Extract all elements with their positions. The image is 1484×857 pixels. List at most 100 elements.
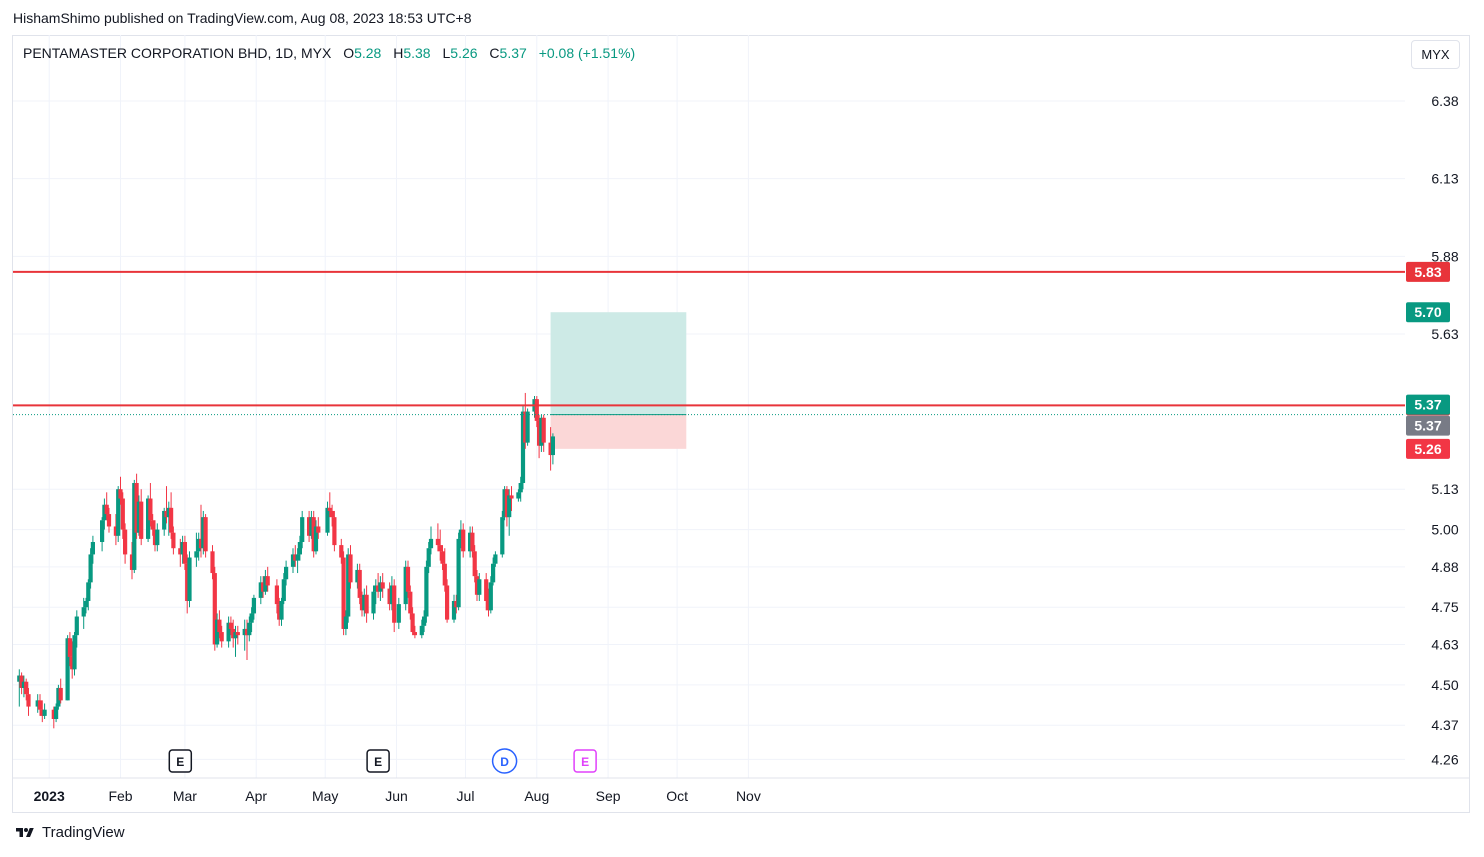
candle-body: [164, 510, 169, 518]
candle-body: [307, 517, 312, 536]
candle-body: [410, 613, 415, 633]
x-tick-label: Nov: [736, 788, 761, 804]
candle-body: [148, 498, 153, 521]
earnings-marker-icon[interactable]: [366, 749, 390, 773]
candle-body: [178, 548, 183, 555]
candle-body: [445, 585, 450, 620]
candle-body: [21, 681, 26, 688]
candle-body: [371, 591, 376, 614]
candle-body: [196, 538, 201, 552]
tradingview-logo[interactable]: TradingView: [13, 824, 125, 841]
candle-body: [461, 529, 466, 552]
y-tick-label: 5.63: [1431, 326, 1458, 342]
earnings-marker-icon[interactable]: [573, 749, 597, 773]
candle-body: [534, 399, 539, 421]
candle-body: [493, 554, 498, 564]
publisher-line: HishamShimo published on TradingView.com…: [13, 10, 472, 26]
candle-body: [263, 576, 268, 592]
candle-body: [166, 507, 171, 518]
x-tick-label: Sep: [596, 788, 621, 804]
candle-body: [339, 545, 344, 558]
y-tick-label: 5.13: [1431, 481, 1458, 497]
legend-symbol: PENTAMASTER CORPORATION BHD, 1D, MYX: [23, 45, 332, 61]
candle-body: [470, 532, 475, 552]
x-tick-label: May: [312, 788, 338, 804]
candle-body: [88, 554, 93, 583]
legend-change: +0.08 (+1.51%): [538, 45, 636, 61]
dividend-marker-icon[interactable]: [491, 748, 518, 774]
x-tick-label: Mar: [173, 788, 197, 804]
candle-body: [86, 582, 91, 601]
legend-open-value: 5.28: [354, 45, 382, 61]
candle-body: [348, 554, 353, 583]
candle-body: [357, 569, 362, 598]
stop-zone[interactable]: [550, 414, 687, 449]
candle-body: [359, 597, 365, 611]
currency-button[interactable]: MYX: [1411, 40, 1460, 69]
x-tick-label: Aug: [524, 788, 549, 804]
candle-body: [507, 495, 512, 518]
candle-body: [426, 548, 431, 567]
candle-body: [468, 532, 473, 552]
y-tick-label: 4.88: [1431, 559, 1458, 575]
candle-body: [290, 554, 296, 567]
earnings-marker-icon[interactable]: [168, 749, 193, 773]
candle-body: [58, 687, 63, 701]
candle-body: [313, 526, 319, 552]
event-marker-label: E: [176, 755, 184, 769]
candle-body: [194, 551, 199, 558]
candle-body: [155, 529, 160, 546]
candle-body: [504, 489, 509, 518]
candle-body: [113, 526, 118, 536]
candle-body: [440, 551, 445, 564]
price-tag-last: [1406, 415, 1450, 436]
candle-body: [123, 529, 128, 555]
candle-body: [215, 619, 220, 645]
event-marker-label: E: [374, 755, 382, 769]
candle-body: [182, 542, 187, 564]
candle-body: [26, 694, 31, 707]
candle-body: [185, 563, 190, 601]
candle-body: [54, 706, 59, 719]
target-zone[interactable]: [550, 312, 687, 415]
candle-body: [500, 517, 505, 555]
x-tick-label: Oct: [666, 788, 688, 804]
legend-low-label: L: [442, 45, 451, 61]
price-tag-label: 5.26: [1414, 441, 1441, 457]
candle-body: [486, 601, 491, 611]
x-tick-label: Apr: [245, 788, 267, 804]
candle-body: [488, 582, 493, 611]
candle-body: [428, 538, 434, 549]
candle-body: [277, 604, 282, 620]
logo-text: TradingView: [42, 824, 125, 841]
candle-body: [219, 632, 224, 642]
candle-body: [472, 551, 477, 577]
candle-body: [132, 483, 137, 570]
y-tick-label: 6.13: [1431, 171, 1458, 187]
price-tag-resistance: [1406, 261, 1450, 282]
candle-body: [380, 582, 385, 589]
candle-body: [134, 483, 139, 533]
candle-body: [451, 601, 457, 620]
y-tick-label: 5.88: [1431, 248, 1458, 264]
candle-body: [120, 498, 125, 530]
candle-body: [42, 709, 47, 716]
candle-body: [187, 557, 192, 601]
candle-body: [456, 538, 461, 608]
candle-body: [520, 411, 526, 483]
candle-body: [74, 616, 79, 636]
candle-body: [104, 504, 109, 515]
candle-body: [300, 517, 305, 542]
candle-body: [24, 681, 29, 695]
price-tag-target: [1406, 302, 1450, 323]
candle-body: [129, 554, 135, 570]
candle-body: [309, 517, 314, 536]
candle-body: [509, 495, 514, 499]
x-tick-label: Jul: [457, 788, 475, 804]
candle-body: [81, 607, 86, 617]
candle-body: [169, 507, 174, 533]
candle-body: [40, 709, 45, 716]
candle-body: [458, 529, 463, 539]
candle-body: [403, 566, 408, 605]
